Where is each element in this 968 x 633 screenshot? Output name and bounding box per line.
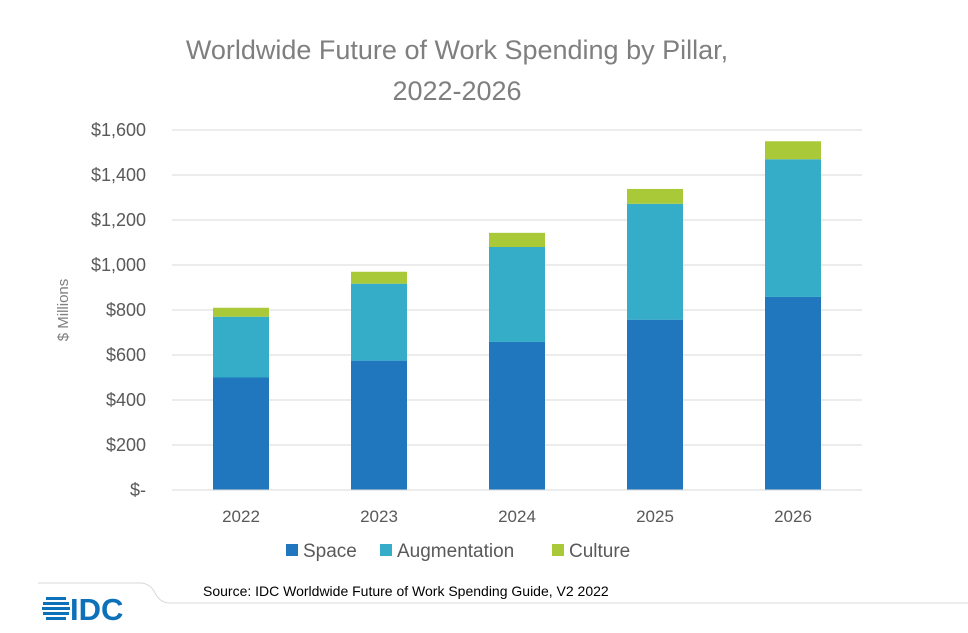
bar-culture-2026: [765, 141, 821, 160]
bar-augmentation-2023: [351, 283, 407, 361]
y-tick-label: $600: [106, 345, 146, 365]
x-tick-label: 2022: [222, 507, 260, 526]
source-note: Source: IDC Worldwide Future of Work Spe…: [203, 583, 609, 599]
y-axis-ticks: $- $200 $400 $600 $800 $1,000 $1,200 $1,400 $1,6…: [91, 120, 146, 500]
bar-augmentation-2024: [489, 247, 545, 342]
y-tick-label: $800: [106, 300, 146, 320]
y-tick-label: $200: [106, 435, 146, 455]
y-axis-label: $ Millions: [55, 279, 72, 342]
legend-swatch-culture: [552, 544, 564, 556]
bar-augmentation-2022: [213, 316, 269, 378]
bar-space-2026: [765, 296, 821, 490]
bar-augmentation-2026: [765, 159, 821, 297]
legend-swatch-space: [286, 544, 298, 556]
x-tick-label: 2025: [636, 507, 674, 526]
bar-space-2024: [489, 341, 545, 490]
bar-space-2025: [627, 319, 683, 490]
bars: [213, 141, 821, 490]
globe-icon: [42, 597, 70, 620]
x-tick-label: 2026: [774, 507, 812, 526]
logo-text: IDC: [70, 592, 123, 627]
legend: Space Augmentation Culture: [286, 541, 630, 562]
chart-title-line-1: Worldwide Future of Work Spending by Pil…: [186, 35, 728, 65]
bar-culture-2022: [213, 307, 269, 317]
divider-line: [38, 582, 968, 604]
legend-label-augmentation: Augmentation: [397, 541, 514, 562]
bar-culture-2025: [627, 188, 683, 204]
legend-label-culture: Culture: [569, 541, 630, 562]
x-tick-label: 2023: [360, 507, 398, 526]
x-tick-label: 2024: [498, 507, 536, 526]
bar-space-2022: [213, 377, 269, 490]
y-tick-label: $1,000: [91, 255, 146, 275]
bar-augmentation-2025: [627, 203, 683, 320]
legend-swatch-augmentation: [380, 544, 392, 556]
bar-culture-2023: [351, 271, 407, 284]
legend-label-space: Space: [303, 541, 357, 562]
bar-culture-2024: [489, 232, 545, 247]
y-tick-label: $1,600: [91, 120, 146, 140]
y-tick-label: $-: [130, 480, 146, 500]
y-tick-label: $1,200: [91, 210, 146, 230]
chart-title-line-2: 2022-2026: [392, 76, 521, 106]
idc-logo: IDC: [42, 592, 123, 627]
y-tick-label: $1,400: [91, 165, 146, 185]
y-tick-label: $400: [106, 390, 146, 410]
bar-space-2023: [351, 360, 407, 490]
x-axis-ticks: 2022 2023 2024 2025 2026: [222, 507, 812, 526]
